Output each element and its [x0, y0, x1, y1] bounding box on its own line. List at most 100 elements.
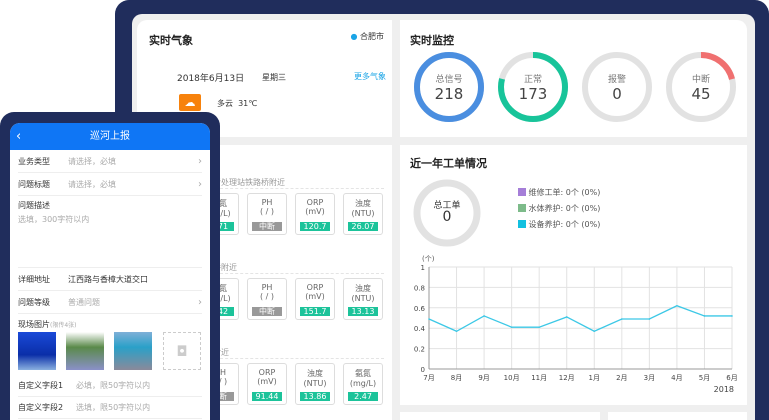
sensor-name: ORP [258, 368, 276, 377]
sensor-unit: (mV) [257, 377, 277, 386]
data-point [428, 318, 430, 320]
x-tick-label: 12月 [559, 374, 575, 382]
photo-thumbnail[interactable] [114, 332, 152, 370]
data-point [593, 330, 596, 333]
y-tick-label: 0 [421, 366, 425, 374]
gauge-2: 报警 0 [580, 50, 654, 124]
gauge-1: 正常 173 [496, 50, 570, 124]
sensor-box[interactable]: PH( / ) 中断 [247, 278, 287, 320]
bottom-card-1 [400, 412, 600, 420]
chevron-right-icon: › [198, 156, 202, 167]
legend-item: 维修工单: 0个 (0%) [518, 187, 600, 198]
sensor-box[interactable]: 浊度 (NTU) 13.86 [295, 363, 335, 405]
field-address[interactable]: 详细地址 江西路与香樟大道交口 [18, 268, 202, 291]
location-label: 合肥市 [360, 32, 384, 41]
sensor-box[interactable]: 浊度 (NTU) 26.07 [343, 193, 383, 235]
sensor-box[interactable]: ORP (mV) 91.44 [247, 363, 287, 405]
gauge-value: 173 [518, 85, 548, 103]
data-point [731, 315, 733, 317]
monitor-card: 实时监控 总信号 218 正常 173 报警 0 中断 45 [400, 20, 747, 137]
y-axis-label: (个) [422, 255, 435, 263]
data-point [483, 315, 485, 317]
sensor-box[interactable]: PH( / ) 中断 [247, 193, 287, 235]
sensor-value: 2.47 [348, 392, 378, 401]
sensor-value: 13.13 [348, 307, 378, 316]
patrol-report-form: ‹ 巡河上报 业务类型 请选择，必填 › 问题标题 请选择，必填 › 问题描述 选填，30… [10, 123, 210, 420]
photo-thumbnail[interactable] [66, 332, 104, 370]
y-tick-label: 0.6 [414, 305, 426, 313]
gauge-value: 45 [691, 85, 711, 103]
workorder-title: 近一年工单情况 [410, 157, 487, 170]
field-custom-1[interactable]: 自定义字段1 必填，限50字符以内 [18, 375, 202, 397]
x-tick-label: 7月 [423, 374, 434, 382]
workorder-line-chart: (个) 0 0.2 0.4 0.6 0.8 1 7月 8月 9月 10月 11月 12月 1月 2月 3月 4月… [414, 255, 738, 394]
sensor-unit: ( / ) [259, 207, 275, 216]
divider [205, 273, 384, 274]
gauge-label: 总信号 [435, 75, 463, 85]
bottom-card-2 [608, 412, 747, 420]
sensor-box[interactable]: ORP (mV) 151.7 [295, 278, 335, 320]
total-workorder-ring [413, 179, 481, 247]
y-tick-label: 0.8 [414, 284, 425, 292]
back-arrow-icon[interactable]: ‹ [16, 129, 22, 144]
field-level[interactable]: 问题等级 普通问题 › [18, 291, 202, 314]
weekday: 星期三 [262, 73, 286, 82]
photo-thumbnail[interactable] [18, 332, 56, 370]
photos-label: 现场图片(限传4张) [18, 320, 77, 329]
weather-title: 实时气象 [149, 34, 193, 47]
add-photo-camera-icon[interactable]: ◘ [163, 332, 201, 370]
sensor-unit: (mg/L) [349, 379, 377, 388]
x-tick-label: 11月 [531, 374, 547, 382]
sensor-value: 91.44 [252, 392, 282, 401]
x-tick-label: 10月 [504, 374, 520, 382]
gauge-value: 218 [434, 85, 464, 103]
phone-title: 巡河上报 [90, 131, 130, 142]
y-tick-label: 0.4 [414, 325, 426, 333]
phone-header: ‹ 巡河上报 [10, 123, 210, 150]
legend-item: 设备养护: 0个 (0%) [518, 219, 600, 230]
gauge-3: 中断 45 [664, 50, 738, 124]
x-tick-label: 6月 [726, 374, 737, 382]
phone-frame: ‹ 巡河上报 业务类型 请选择，必填 › 问题标题 请选择，必填 › 问题描述 选填，30… [0, 112, 220, 420]
monitor-title: 实时监控 [410, 34, 454, 47]
legend-swatch [518, 204, 526, 212]
stations-card: …污处理站铁路桥附近…氮…g/L)…71PH( / )中断ORP(mV)120.… [199, 145, 392, 420]
gauge-label: 正常 [523, 75, 542, 85]
sensor-name: PH [261, 283, 273, 292]
data-point [621, 318, 623, 320]
sensor-box[interactable]: ORP (mV) 120.7 [295, 193, 335, 235]
field-issue-title[interactable]: 问题标题 请选择，必填 › [18, 173, 202, 196]
sensor-value: 26.07 [348, 222, 378, 231]
gauge-arc [498, 52, 568, 122]
chevron-right-icon: › [198, 297, 202, 308]
location[interactable]: ● 合肥市 [350, 31, 384, 42]
sensor-unit: (NTU) [351, 209, 375, 218]
divider [205, 188, 384, 189]
legend-swatch [518, 220, 526, 228]
sensor-value: 120.7 [300, 222, 330, 231]
date: 2018年6月13日 [177, 74, 245, 84]
gauge-value: 0 [612, 85, 622, 103]
sensor-name: 浊度 [355, 284, 371, 293]
sensor-name: 浊度 [307, 369, 323, 378]
gauge-label: 中断 [691, 75, 710, 85]
sensor-value: 151.7 [300, 307, 330, 316]
gauge-0: 总信号 218 [412, 50, 486, 124]
gauge-arc [414, 52, 484, 122]
sensor-name: ORP [306, 198, 324, 207]
data-point [455, 330, 458, 333]
sensor-unit: ( / ) [259, 292, 275, 301]
data-point [676, 304, 678, 307]
field-description[interactable]: 问题描述 选填，300字符以内 [18, 200, 202, 268]
more-weather-link[interactable]: 更多气象 [354, 72, 386, 81]
field-business-type[interactable]: 业务类型 请选择，必填 › [18, 150, 202, 173]
sensor-box[interactable]: 浊度 (NTU) 13.13 [343, 278, 383, 320]
x-tick-label: 3月 [644, 374, 655, 382]
sensor-name: PH [261, 198, 273, 207]
sensor-box[interactable]: 氨氮 (mg/L) 2.47 [343, 363, 383, 405]
gauge-arc [666, 52, 736, 122]
series-line [428, 305, 732, 332]
sensor-value: 中断 [252, 307, 282, 316]
sensor-value: 13.86 [300, 392, 330, 401]
field-custom-2[interactable]: 自定义字段2 选填，限50字符以内 [18, 397, 202, 419]
